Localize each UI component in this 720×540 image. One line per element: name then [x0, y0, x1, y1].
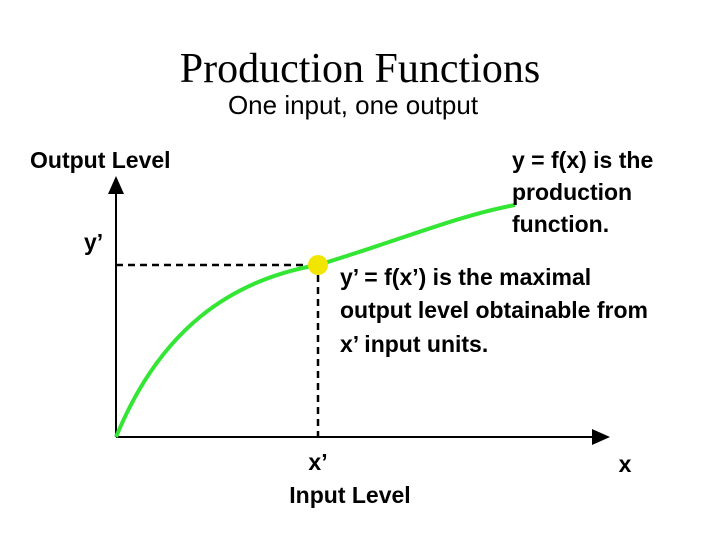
y-prime: y’: [84, 229, 103, 255]
point-note: x’ input units.: [340, 331, 488, 357]
title: Production Functions: [180, 46, 541, 92]
y-axis-label: Output Level: [30, 147, 171, 173]
subtitle: One input, one output: [228, 90, 479, 120]
function-note: production: [512, 179, 632, 205]
x-prime: x’: [308, 449, 327, 475]
point: [308, 255, 328, 275]
function-note: y = f(x) is the: [512, 147, 653, 173]
point-note: y’ = f(x’) is the maximal: [340, 264, 591, 290]
x-axis-label: Input Level: [289, 482, 410, 508]
x-label: x: [619, 451, 632, 477]
function-note: function.: [512, 211, 609, 237]
point-note: output level obtainable from: [340, 297, 648, 323]
